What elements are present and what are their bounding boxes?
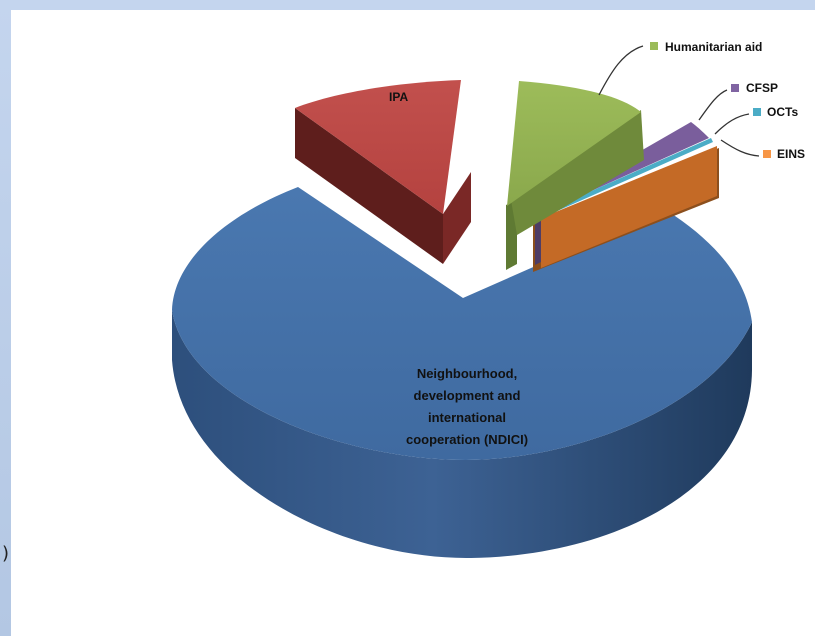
slice-ndici: Neighbourhood, development and internati… <box>172 187 752 559</box>
slice-eins <box>533 146 719 272</box>
slice-cfsp-side <box>535 212 541 265</box>
pie-chart: Neighbourhood, development and internati… <box>172 40 805 559</box>
legend-label-eins: EINS <box>777 147 805 161</box>
legend-label-humanitarian: Humanitarian aid <box>665 40 762 54</box>
chart-panel: Neighbourhood, development and internati… <box>11 10 815 636</box>
legend-item-humanitarian-aid: Humanitarian aid <box>650 40 762 54</box>
slice-humanitarian-top <box>507 81 641 206</box>
legend-swatch-eins <box>763 150 771 158</box>
legend-label-cfsp: CFSP <box>746 81 778 95</box>
slice-humanitarian-front <box>511 110 644 235</box>
slice-ipa-front <box>443 172 471 264</box>
leader-humanitarian <box>598 45 644 96</box>
legend-swatch-octs <box>753 108 761 116</box>
ndici-label-4: cooperation (NDICI) <box>406 432 528 447</box>
legend-item-cfsp: CFSP <box>731 81 778 95</box>
ndici-label-3: international <box>428 410 506 425</box>
ndici-label-2: development and <box>414 388 521 403</box>
slice-humanitarian-aid <box>506 81 644 270</box>
legend-label-octs: OCTs <box>767 105 798 119</box>
slice-ipa: IPA <box>295 80 471 264</box>
slice-eins-top <box>541 146 717 268</box>
legend-item-octs: OCTs <box>753 105 798 119</box>
slice-ipa-side <box>295 108 443 264</box>
leader-octs <box>714 113 750 135</box>
legend: Humanitarian aid CFSP OCTs EINS <box>650 40 805 161</box>
ipa-label: IPA <box>389 90 408 104</box>
slice-ndici-side <box>172 310 752 559</box>
ndici-label-1: Neighbourhood, <box>417 366 517 381</box>
leader-eins <box>720 139 760 157</box>
slice-octs <box>535 138 713 220</box>
leader-cfsp <box>698 89 728 121</box>
legend-swatch-cfsp <box>731 84 739 92</box>
leader-lines <box>598 45 760 157</box>
slice-ipa-top <box>295 80 461 214</box>
edge-glyph: ) <box>2 543 10 564</box>
slice-ndici-top <box>172 187 752 460</box>
legend-item-eins: EINS <box>763 147 805 161</box>
legend-swatch-humanitarian <box>650 42 658 50</box>
